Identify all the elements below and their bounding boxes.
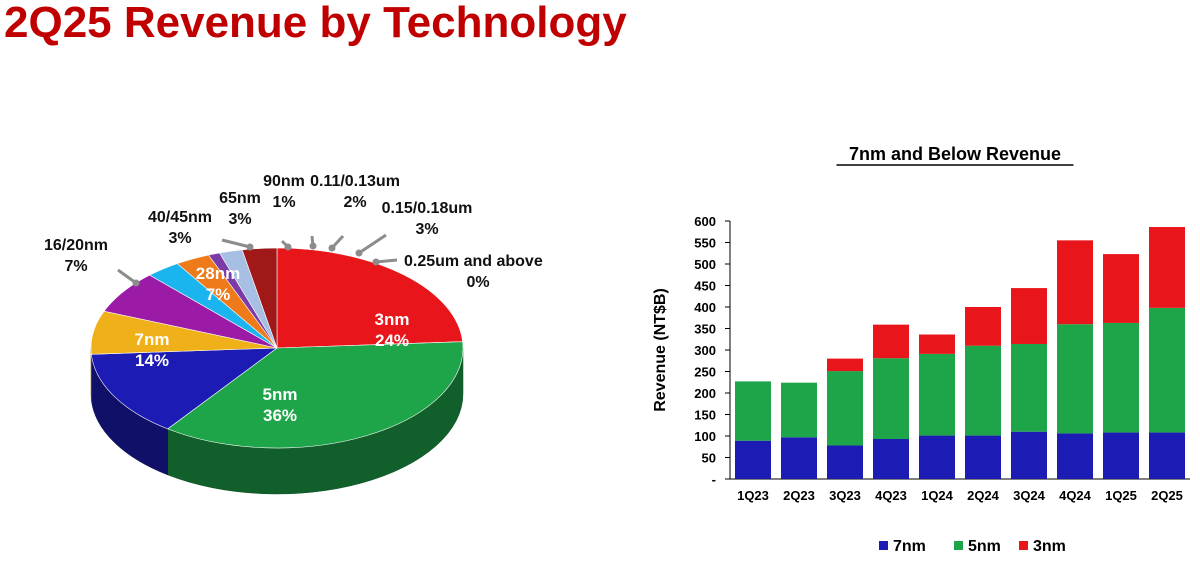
leader-line-0-15-0-18um (358, 233, 387, 255)
pie-label-40-45nm: 40/45nm (148, 209, 212, 226)
pie-label-65nm: 65nm (219, 190, 261, 207)
bar-7nm-1q24 (919, 435, 955, 479)
pie-label-16-20nm: 16/20nm (44, 237, 108, 254)
y-tick-label: 300 (694, 343, 716, 358)
y-tick-label: 450 (694, 279, 716, 294)
bar-7nm-1q25 (1103, 432, 1139, 479)
leader-line-0-25um-and-above (375, 258, 398, 264)
pie-label-3nm: 3nm (375, 310, 410, 329)
leader-dot-0-15-0-18um (355, 249, 363, 257)
legend-swatch-3nm (1019, 541, 1028, 550)
bar-7nm-4q24 (1057, 433, 1093, 479)
legend-swatch-5nm (954, 541, 963, 550)
revenue-bar-chart: 7nm and Below Revenue Revenue (NT$B) 600 55… (652, 144, 1190, 555)
bar-3nm-3q24 (1011, 288, 1047, 344)
pie-pct-40-45nm: 3% (168, 230, 191, 247)
pie-pct-65nm: 3% (228, 211, 251, 228)
bar-5nm-4q23 (873, 358, 909, 440)
leader-dot-0-25um-and-above (372, 258, 380, 266)
bar-5nm-2q25 (1149, 307, 1185, 433)
bar-5nm-2q23 (781, 382, 817, 438)
bar-3nm-3q23 (827, 358, 863, 372)
x-tick-label: 4Q24 (1059, 488, 1092, 503)
pie-pct-0-25um-and-above: 0% (466, 274, 489, 291)
leader-dot-40-45nm (246, 243, 254, 251)
legend-swatch-7nm (879, 541, 888, 550)
bar-7nm-4q23 (873, 439, 909, 479)
legend-label-5nm: 5nm (968, 538, 1001, 555)
pie-slice-0-15-0-18um (241, 247, 278, 349)
leader-dot-16-20nm (132, 279, 140, 287)
leader-dot-0-11-0-13um (328, 244, 336, 252)
bar-7nm-3q23 (827, 445, 863, 479)
pie-pct-28nm: 7% (206, 285, 231, 304)
pie-label-5nm: 5nm (263, 385, 298, 404)
bar-5nm-3q24 (1011, 343, 1047, 432)
leader-dot-90nm (309, 242, 317, 250)
x-tick-label: 2Q25 (1151, 488, 1183, 503)
bar-3nm-4q24 (1057, 240, 1093, 325)
x-tick-label: 3Q24 (1013, 488, 1046, 503)
y-tick-label: 100 (694, 429, 716, 444)
pie-pct-90nm: 1% (272, 194, 295, 211)
y-tick-label: 150 (694, 408, 716, 423)
pie-slice-3nm (276, 247, 463, 349)
x-tick-label: 1Q23 (737, 488, 769, 503)
pie-slice-7nm (91, 347, 278, 430)
pie-label-0-15-0-18um: 0.15/0.18um (382, 200, 473, 217)
y-tick-label: - (712, 472, 716, 487)
y-tick-label: 500 (694, 257, 716, 272)
pie-pct-7nm: 14% (135, 351, 169, 370)
bar-5nm-1q23 (735, 381, 771, 441)
x-tick-label: 4Q23 (875, 488, 907, 503)
bar-5nm-4q24 (1057, 324, 1093, 434)
pie-label-28nm: 28nm (196, 264, 240, 283)
x-tick-label: 2Q24 (967, 488, 1000, 503)
pie-pct-5nm: 36% (263, 406, 297, 425)
y-axis-label: Revenue (NT$B) (652, 288, 669, 412)
pie-pct-0-15-0-18um: 3% (415, 221, 438, 238)
bar-3nm-2q25 (1149, 227, 1185, 308)
leader-dot-65nm (284, 243, 292, 251)
y-tick-label: 350 (694, 322, 716, 337)
y-tick-label: 600 (694, 214, 716, 229)
bar-5nm-1q25 (1103, 322, 1139, 433)
page-title: 2Q25 Revenue by Technology (4, 0, 627, 47)
bar-7nm-2q23 (781, 437, 817, 479)
legend-label-3nm: 3nm (1033, 538, 1066, 555)
y-tick-label: 550 (694, 236, 716, 251)
bar-3nm-4q23 (873, 324, 909, 359)
pie-slice-5nm (167, 341, 464, 449)
x-tick-label: 2Q23 (783, 488, 815, 503)
bar-3nm-1q24 (919, 334, 955, 354)
technology-pie-chart: 3nm 24% 5nm 36% 7nm 14% 16/20nm 7% 28nm 7% 40/45nm… (44, 173, 543, 495)
leader-line-16-20nm (117, 268, 137, 285)
bar-7nm-1q23 (735, 440, 771, 479)
bar-7nm-3q24 (1011, 431, 1047, 479)
bar-3nm-1q25 (1103, 254, 1139, 323)
pie-label-0-25um-and-above: 0.25um and above (404, 253, 543, 270)
legend-label-7nm: 7nm (893, 538, 926, 555)
y-tick-label: 200 (694, 386, 716, 401)
bar-chart-title: 7nm and Below Revenue (849, 144, 1061, 164)
y-tick-label: 400 (694, 300, 716, 315)
leader-line-40-45nm (221, 238, 251, 249)
y-tick-label: 250 (694, 365, 716, 380)
x-tick-label: 1Q25 (1105, 488, 1137, 503)
bar-7nm-2q24 (965, 435, 1001, 479)
pie-label-90nm: 90nm (263, 173, 305, 190)
pie-pct-0-11-0-13um: 2% (343, 194, 366, 211)
bar-7nm-2q25 (1149, 432, 1185, 479)
bar-5nm-3q23 (827, 371, 863, 446)
pie-pct-16-20nm: 7% (64, 258, 87, 275)
pie-label-7nm: 7nm (135, 330, 170, 349)
pie-label-0-11-0-13um: 0.11/0.13um (310, 173, 400, 190)
bar-5nm-1q24 (919, 353, 955, 436)
bar-3nm-2q24 (965, 307, 1001, 346)
x-tick-label: 3Q23 (829, 488, 861, 503)
bar-5nm-2q24 (965, 345, 1001, 436)
pie-pct-3nm: 24% (375, 331, 409, 350)
y-tick-label: 50 (702, 451, 716, 466)
x-tick-label: 1Q24 (921, 488, 954, 503)
